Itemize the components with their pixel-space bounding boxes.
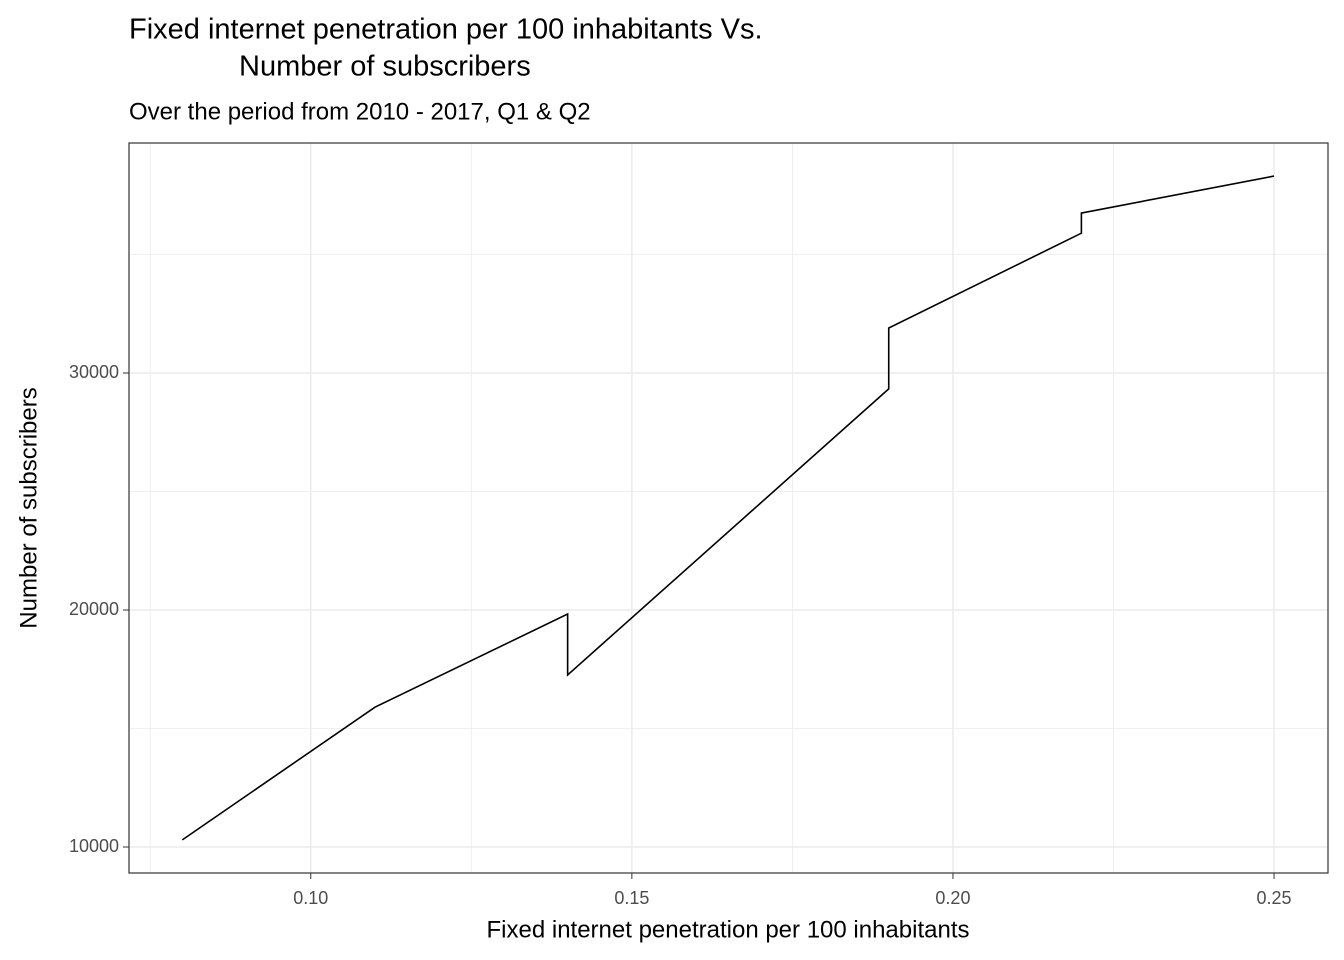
y-axis-title: Number of subscribers [15, 387, 42, 628]
panel-border [128, 142, 1329, 874]
chart-subtitle: Over the period from 2010 - 2017, Q1 & Q… [129, 98, 591, 125]
x-axis-title: Fixed internet penetration per 100 inhab… [487, 916, 970, 943]
y-tick-label: 10000 [69, 836, 119, 856]
data-line [181, 175, 1275, 841]
y-tick-label: 20000 [69, 599, 119, 619]
chart-title: Number of subscribers [239, 51, 531, 83]
x-tick-label: 0.20 [935, 888, 970, 908]
x-tick-label: 0.10 [293, 888, 328, 908]
y-tick-label: 30000 [69, 362, 119, 382]
x-tick-label: 0.15 [614, 888, 649, 908]
x-tick-label: 0.25 [1257, 888, 1292, 908]
chart-title: Fixed internet penetration per 100 inhab… [129, 14, 763, 46]
